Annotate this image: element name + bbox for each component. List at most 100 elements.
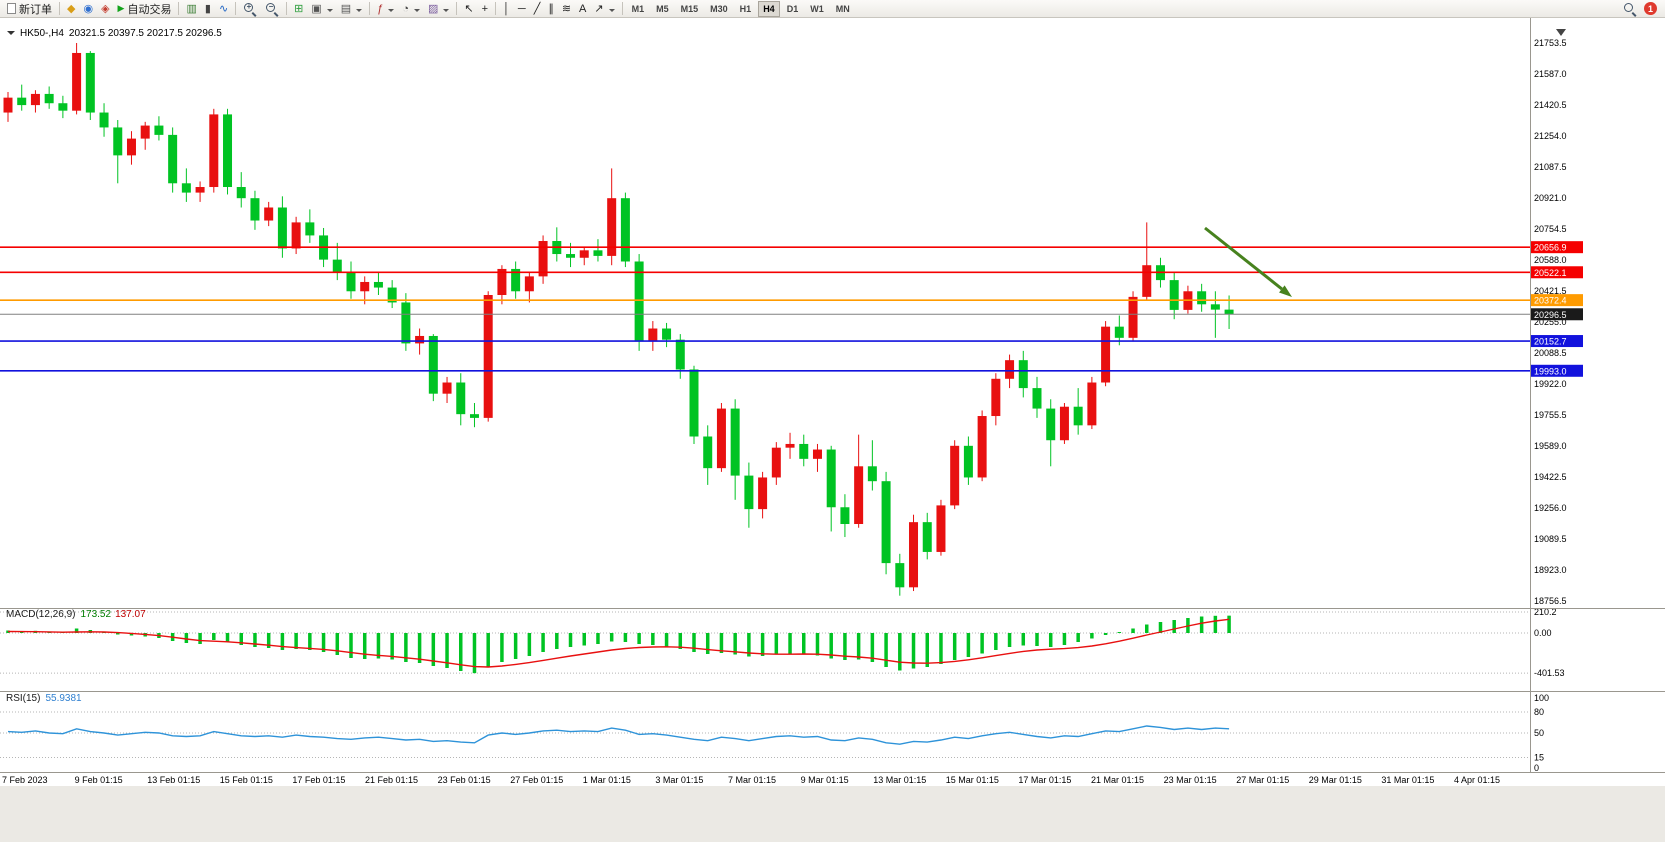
rsi-axis-label: 15 bbox=[1534, 753, 1544, 763]
candle-body bbox=[1142, 265, 1152, 297]
time-axis-label: 31 Mar 01:15 bbox=[1381, 775, 1434, 785]
notifications-badge[interactable]: 1 bbox=[1644, 2, 1657, 15]
candle-body bbox=[360, 281, 370, 292]
channel-button[interactable]: ∥ bbox=[544, 1, 558, 17]
price-axis-label: 20588.0 bbox=[1534, 255, 1567, 265]
cursor-icon: ↖ bbox=[464, 2, 474, 15]
arrows-button[interactable]: ↗ bbox=[590, 1, 618, 17]
candle-body bbox=[689, 369, 699, 437]
chart-shift-marker[interactable] bbox=[1556, 29, 1566, 36]
dropdown-caret-icon bbox=[443, 8, 450, 15]
toolbar-separator bbox=[286, 2, 288, 15]
toolbar-separator bbox=[178, 2, 180, 15]
timeframe-mn-button[interactable]: MN bbox=[835, 3, 850, 14]
trendline-icon: ╱ bbox=[533, 2, 541, 15]
profile-icon: ◉ bbox=[83, 2, 94, 15]
timeframe-m30-button[interactable]: M30 bbox=[710, 3, 728, 14]
crosshair-button[interactable]: + bbox=[478, 1, 492, 17]
trendline-button[interactable]: ╱ bbox=[530, 1, 545, 17]
candle-body bbox=[867, 466, 877, 482]
window-footer bbox=[0, 786, 1665, 842]
candle-body bbox=[744, 475, 754, 510]
candle-body bbox=[881, 481, 891, 564]
rsi-axis-label: 0 bbox=[1534, 763, 1539, 773]
line-chart-icon: ∿ bbox=[218, 2, 229, 15]
candle-body bbox=[195, 187, 205, 193]
timeframe-m15-button[interactable]: M15 bbox=[680, 3, 699, 14]
time-axis-label: 23 Feb 01:15 bbox=[438, 775, 491, 785]
fibonacci-button[interactable]: ≋ bbox=[558, 1, 575, 17]
dropdown-caret-icon bbox=[608, 8, 615, 15]
price-badge bbox=[1531, 294, 1583, 307]
dropdown-caret-icon bbox=[413, 8, 420, 15]
price-axis-label: 20255.0 bbox=[1534, 317, 1567, 327]
price-badge bbox=[1531, 364, 1583, 377]
candle-body bbox=[1032, 388, 1042, 409]
autotrade-button[interactable]: ▶ 自动交易 bbox=[114, 1, 176, 17]
trend-arrow[interactable] bbox=[1204, 226, 1283, 291]
search-icon[interactable] bbox=[1623, 2, 1637, 17]
toolbar-separator bbox=[369, 2, 371, 15]
periods-button[interactable]: ◔ bbox=[398, 1, 424, 17]
candle-body bbox=[497, 268, 507, 296]
candle-body bbox=[511, 268, 521, 292]
coin-button[interactable]: ◆ bbox=[63, 1, 79, 17]
price-badge-label: 20152.7 bbox=[1534, 337, 1567, 347]
indicators-icon: ƒ bbox=[377, 2, 384, 15]
templates-button[interactable]: ▨ bbox=[424, 1, 453, 17]
community-button[interactable]: ◈ bbox=[97, 1, 113, 17]
line-chart-button[interactable]: ∿ bbox=[215, 1, 232, 17]
candle-body bbox=[140, 125, 150, 139]
trend-arrow-head[interactable] bbox=[1279, 285, 1292, 297]
price-axis-label: 20421.5 bbox=[1534, 286, 1567, 296]
new-order-button[interactable]: 新订单 bbox=[3, 1, 56, 17]
candle-body bbox=[1169, 280, 1179, 310]
zoom-out-button[interactable]: − bbox=[261, 1, 283, 17]
timeframe-w1-button[interactable]: W1 bbox=[810, 3, 824, 14]
candle-body bbox=[963, 445, 973, 478]
candle-body bbox=[387, 287, 397, 303]
candle-body bbox=[456, 382, 466, 415]
candle-body bbox=[85, 52, 95, 113]
macd-axis-label: 0.00 bbox=[1534, 628, 1552, 638]
price-axis-label: 20088.5 bbox=[1534, 348, 1567, 358]
toolbar: 新订单 ◆ ◉ ◈ ▶ 自动交易 ▥ ▮ ∿ + − ⊞ ▣ ▤ ƒ ◔ ▨ ↖ + │ ─ ╱ ∥ ≋ A ↗ M1 M5 M15 M3… bbox=[0, 0, 1665, 18]
periods-icon: ◔ bbox=[402, 2, 409, 15]
price-badge-label: 20296.5 bbox=[1534, 310, 1567, 320]
cursor-button[interactable]: ↖ bbox=[460, 1, 477, 17]
toolbar-separator bbox=[235, 2, 237, 15]
text-icon: A bbox=[579, 2, 587, 15]
indicators-button[interactable]: ƒ bbox=[373, 1, 398, 17]
chart-canvas[interactable]: 21753.5 21587.0 21420.5 21254.0 21087.5 20921… bbox=[0, 18, 1665, 842]
dropdown-caret-icon bbox=[388, 8, 395, 15]
horizontal-line-button[interactable]: ─ bbox=[514, 1, 530, 17]
zoom-in-button[interactable]: + bbox=[239, 1, 261, 17]
bar-chart-button[interactable]: ▥ bbox=[182, 1, 200, 17]
zoom-in-icon: + bbox=[243, 2, 257, 17]
text-button[interactable]: A bbox=[575, 1, 590, 17]
timeframe-m5-button[interactable]: M5 bbox=[656, 3, 669, 14]
tile-windows-button[interactable]: ⊞ bbox=[290, 1, 307, 17]
new-chart-button[interactable]: ▣ bbox=[307, 1, 336, 17]
vertical-line-button[interactable]: │ bbox=[499, 1, 514, 17]
profiles-button[interactable]: ▤ bbox=[337, 1, 366, 17]
timeframe-h1-button[interactable]: H1 bbox=[739, 3, 752, 14]
time-axis-label: 15 Mar 01:15 bbox=[946, 775, 999, 785]
zoom-out-icon: − bbox=[265, 2, 279, 17]
candle-body bbox=[72, 52, 82, 111]
candle-body bbox=[30, 93, 40, 106]
candle-body bbox=[223, 114, 233, 188]
candle-body bbox=[483, 295, 493, 418]
toolbar-separator bbox=[495, 2, 497, 15]
rsi-axis-label: 80 bbox=[1534, 707, 1544, 717]
timeframe-h4-button[interactable]: H4 bbox=[758, 0, 780, 17]
vertical-line-icon: │ bbox=[503, 2, 510, 15]
channel-icon: ∥ bbox=[548, 2, 554, 15]
time-axis-label: 9 Mar 01:15 bbox=[801, 775, 849, 785]
candle-body bbox=[730, 408, 740, 476]
candlestick-button[interactable]: ▮ bbox=[201, 1, 215, 17]
timeframe-m1-button[interactable]: M1 bbox=[631, 3, 645, 14]
timeframe-d1-button[interactable]: D1 bbox=[786, 3, 799, 14]
chart-collapse-icon[interactable] bbox=[7, 31, 15, 39]
profile-button[interactable]: ◉ bbox=[79, 1, 97, 17]
